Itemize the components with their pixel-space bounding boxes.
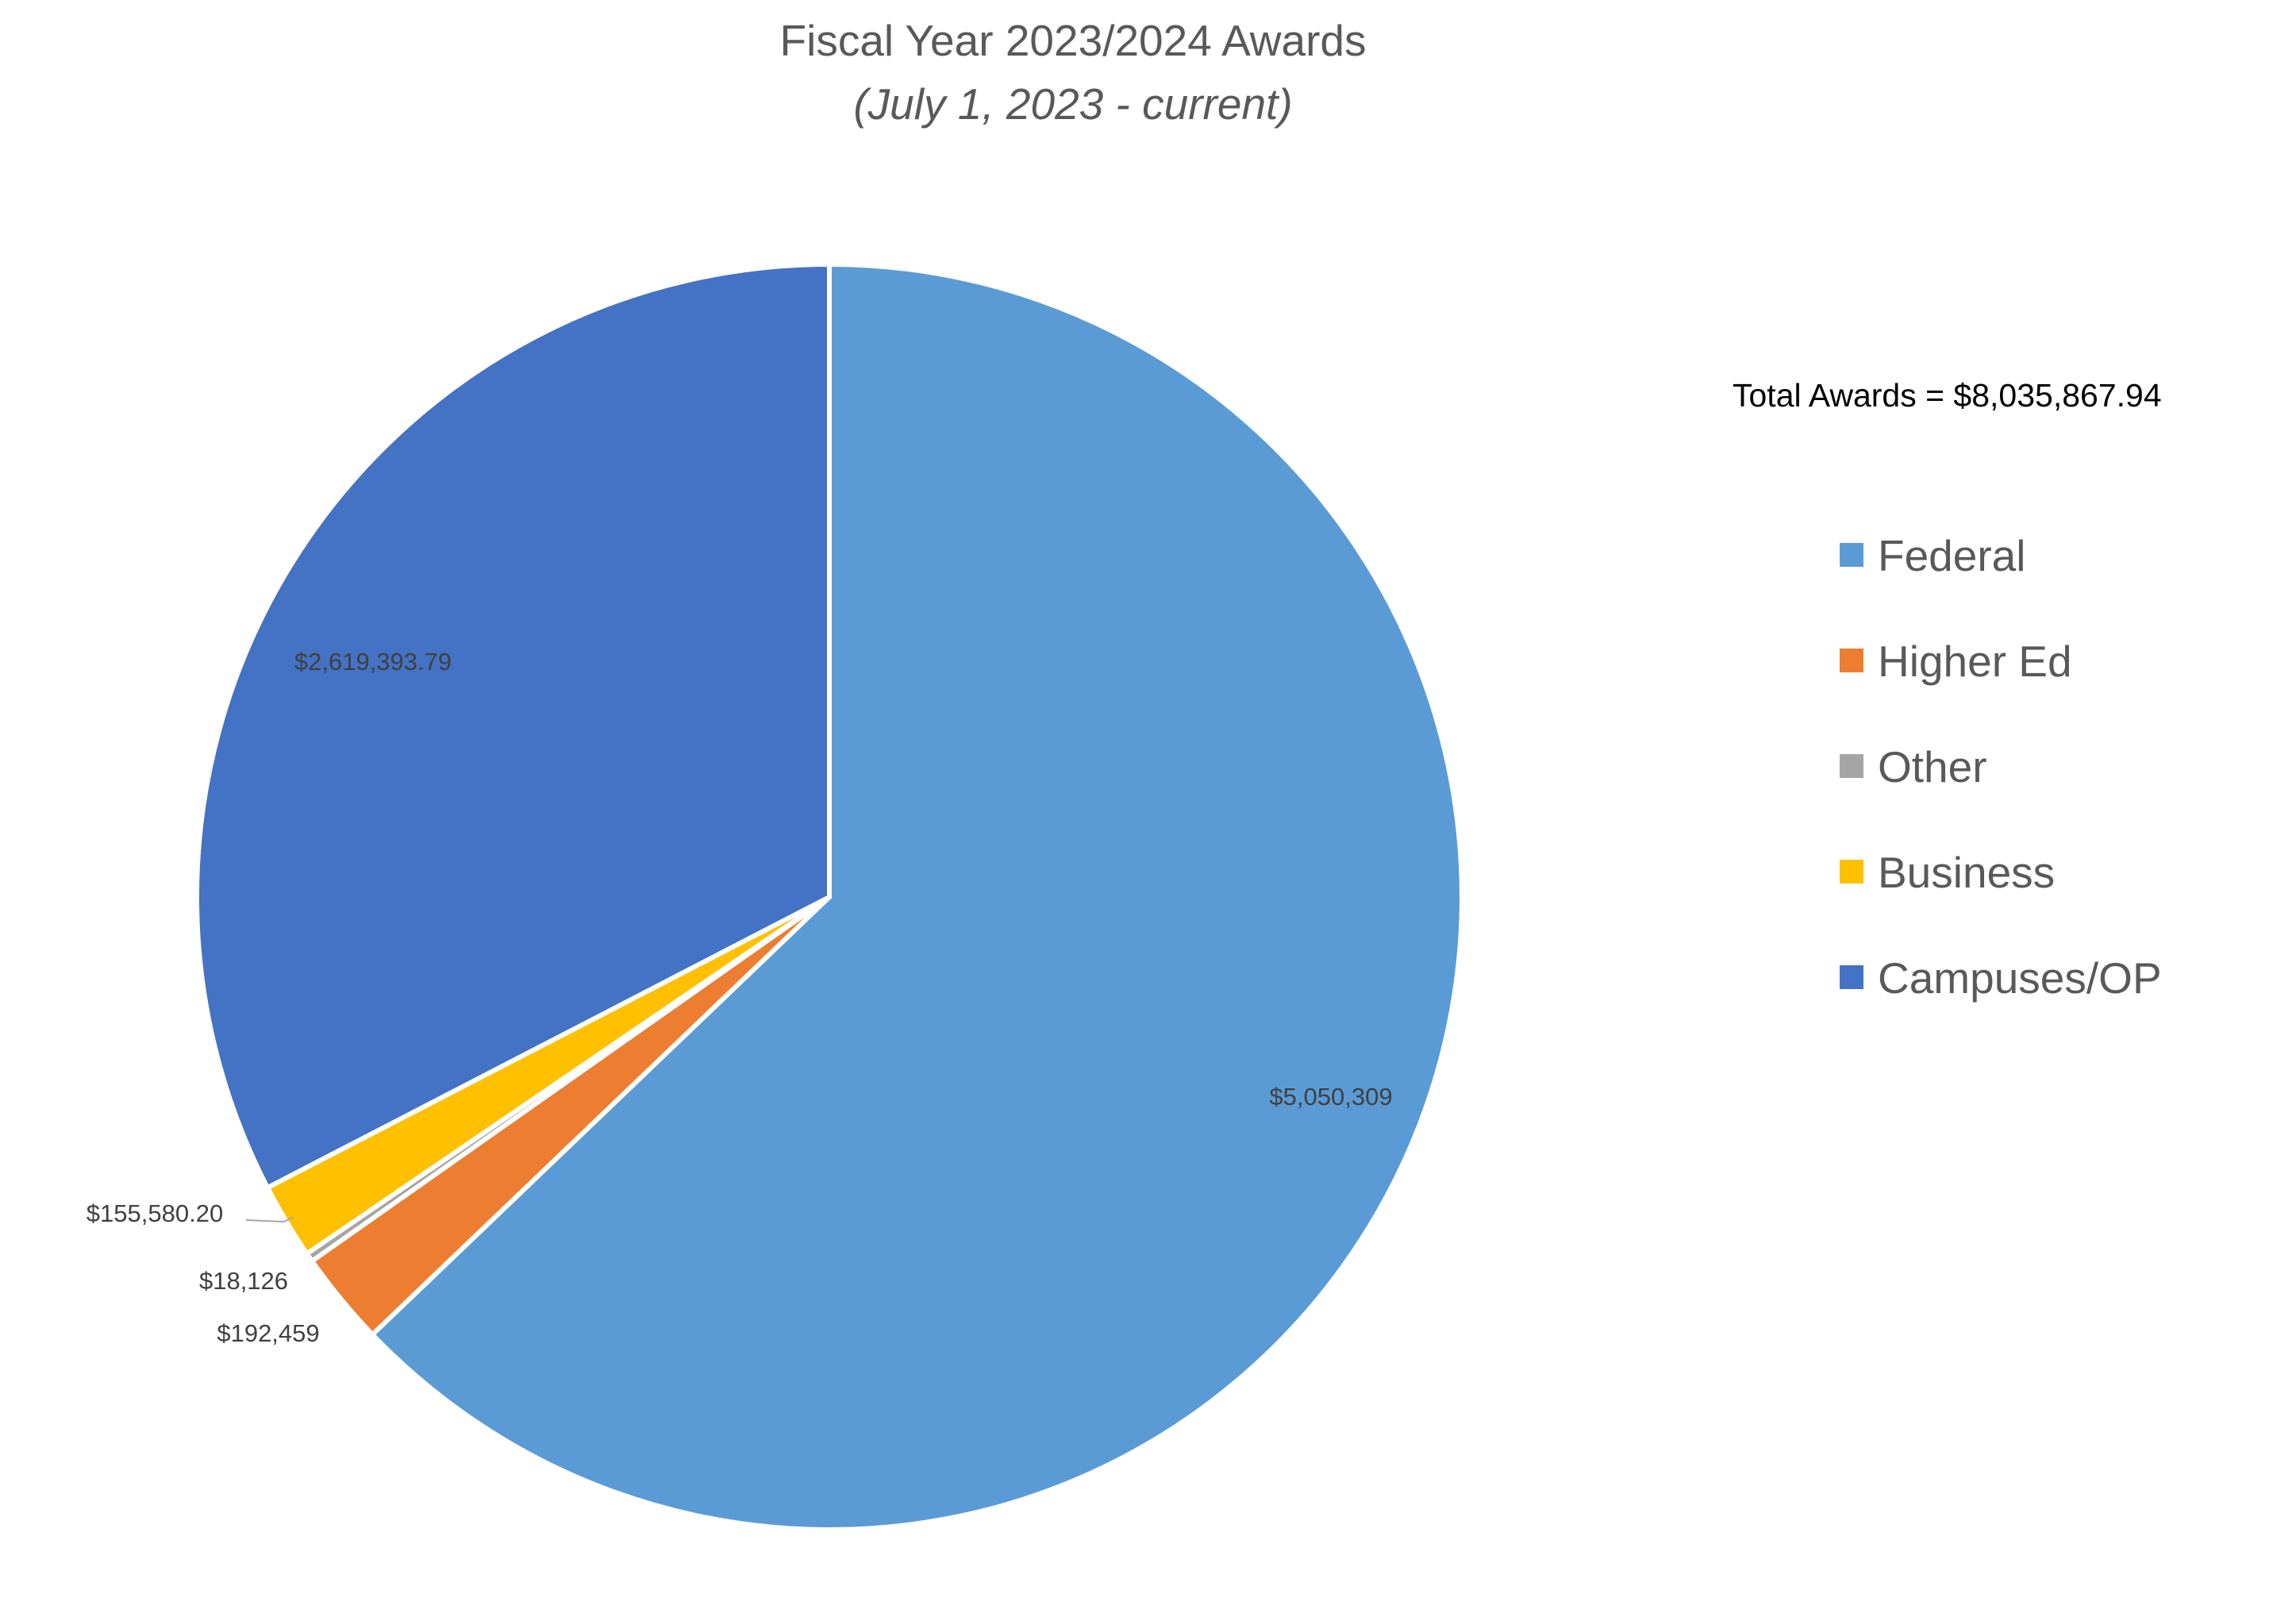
legend-swatch-federal bbox=[1840, 543, 1863, 567]
pie-slices bbox=[194, 262, 1464, 1532]
leader-line-business bbox=[245, 1216, 294, 1223]
data-label-federal: $5,050,309 bbox=[1269, 1083, 1392, 1111]
legend-label-other: Other bbox=[1878, 742, 1987, 791]
chart-subtitle: (July 1, 2023 - current) bbox=[853, 79, 1292, 129]
legend: Federal Higher Ed Other Business Campuses/OP bbox=[1840, 531, 2162, 1003]
total-awards-annotation: Total Awards = $8,035,867.94 bbox=[1733, 377, 2162, 414]
legend-swatch-other bbox=[1840, 754, 1863, 778]
legend-label-business: Business bbox=[1878, 848, 2055, 897]
legend-swatch-business bbox=[1840, 860, 1863, 884]
legend-label-campuses-op: Campuses/OP bbox=[1878, 953, 2162, 1003]
data-label-other: $18,126 bbox=[199, 1267, 288, 1295]
data-label-higher-ed: $192,459 bbox=[217, 1319, 319, 1347]
chart-title: Fiscal Year 2023/2024 Awards bbox=[780, 16, 1367, 65]
data-label-business: $155,580.20 bbox=[87, 1199, 223, 1227]
legend-label-federal: Federal bbox=[1878, 531, 2025, 580]
legend-label-higher-ed: Higher Ed bbox=[1878, 637, 2072, 686]
legend-swatch-higher-ed bbox=[1840, 649, 1863, 672]
legend-swatch-campuses-op bbox=[1840, 965, 1863, 989]
data-labels: $5,050,309 $192,459 $18,126 $155,580.20 $2,6… bbox=[87, 648, 1393, 1347]
pie-slice-federal bbox=[370, 262, 1464, 1532]
data-label-campuses-op: $2,619,393.79 bbox=[294, 648, 452, 676]
pie-slice-campuses-op bbox=[194, 262, 832, 1191]
